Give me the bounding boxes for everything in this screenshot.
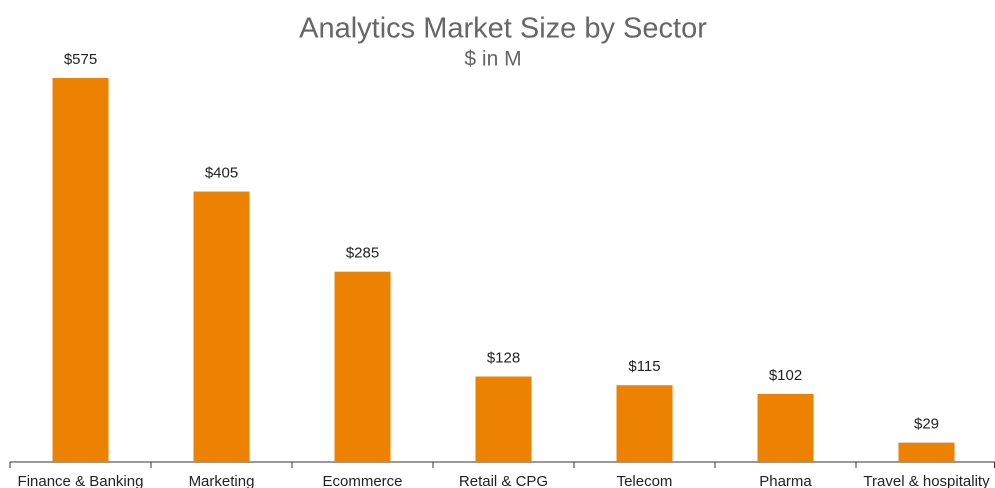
value-label: $285: [346, 245, 379, 262]
x-tick-label: Pharma: [759, 473, 812, 488]
bar: [616, 385, 673, 462]
value-label: $29: [914, 416, 939, 433]
chart-title: Analytics Market Size by Sector: [299, 13, 707, 45]
x-tick-label: Ecommerce: [322, 473, 402, 488]
x-tick-label: Finance & Banking: [18, 473, 144, 488]
chart-subtitle: $ in M: [464, 48, 521, 71]
value-label: $102: [769, 367, 802, 384]
x-tick-label: Telecom: [617, 473, 673, 488]
value-label: $405: [205, 164, 238, 181]
bar: [475, 376, 532, 462]
value-label: $115: [628, 358, 660, 375]
bar: [52, 78, 109, 462]
bar: [757, 393, 814, 462]
x-tick-label: Travel & hospitality: [863, 473, 990, 488]
x-tick-label: Retail & CPG: [459, 473, 548, 488]
x-tick-label: Marketing: [189, 473, 255, 488]
value-label: $575: [64, 51, 97, 68]
bar: [193, 191, 250, 462]
value-label: $128: [487, 349, 520, 366]
bar: [898, 442, 955, 462]
bar: [334, 271, 391, 462]
